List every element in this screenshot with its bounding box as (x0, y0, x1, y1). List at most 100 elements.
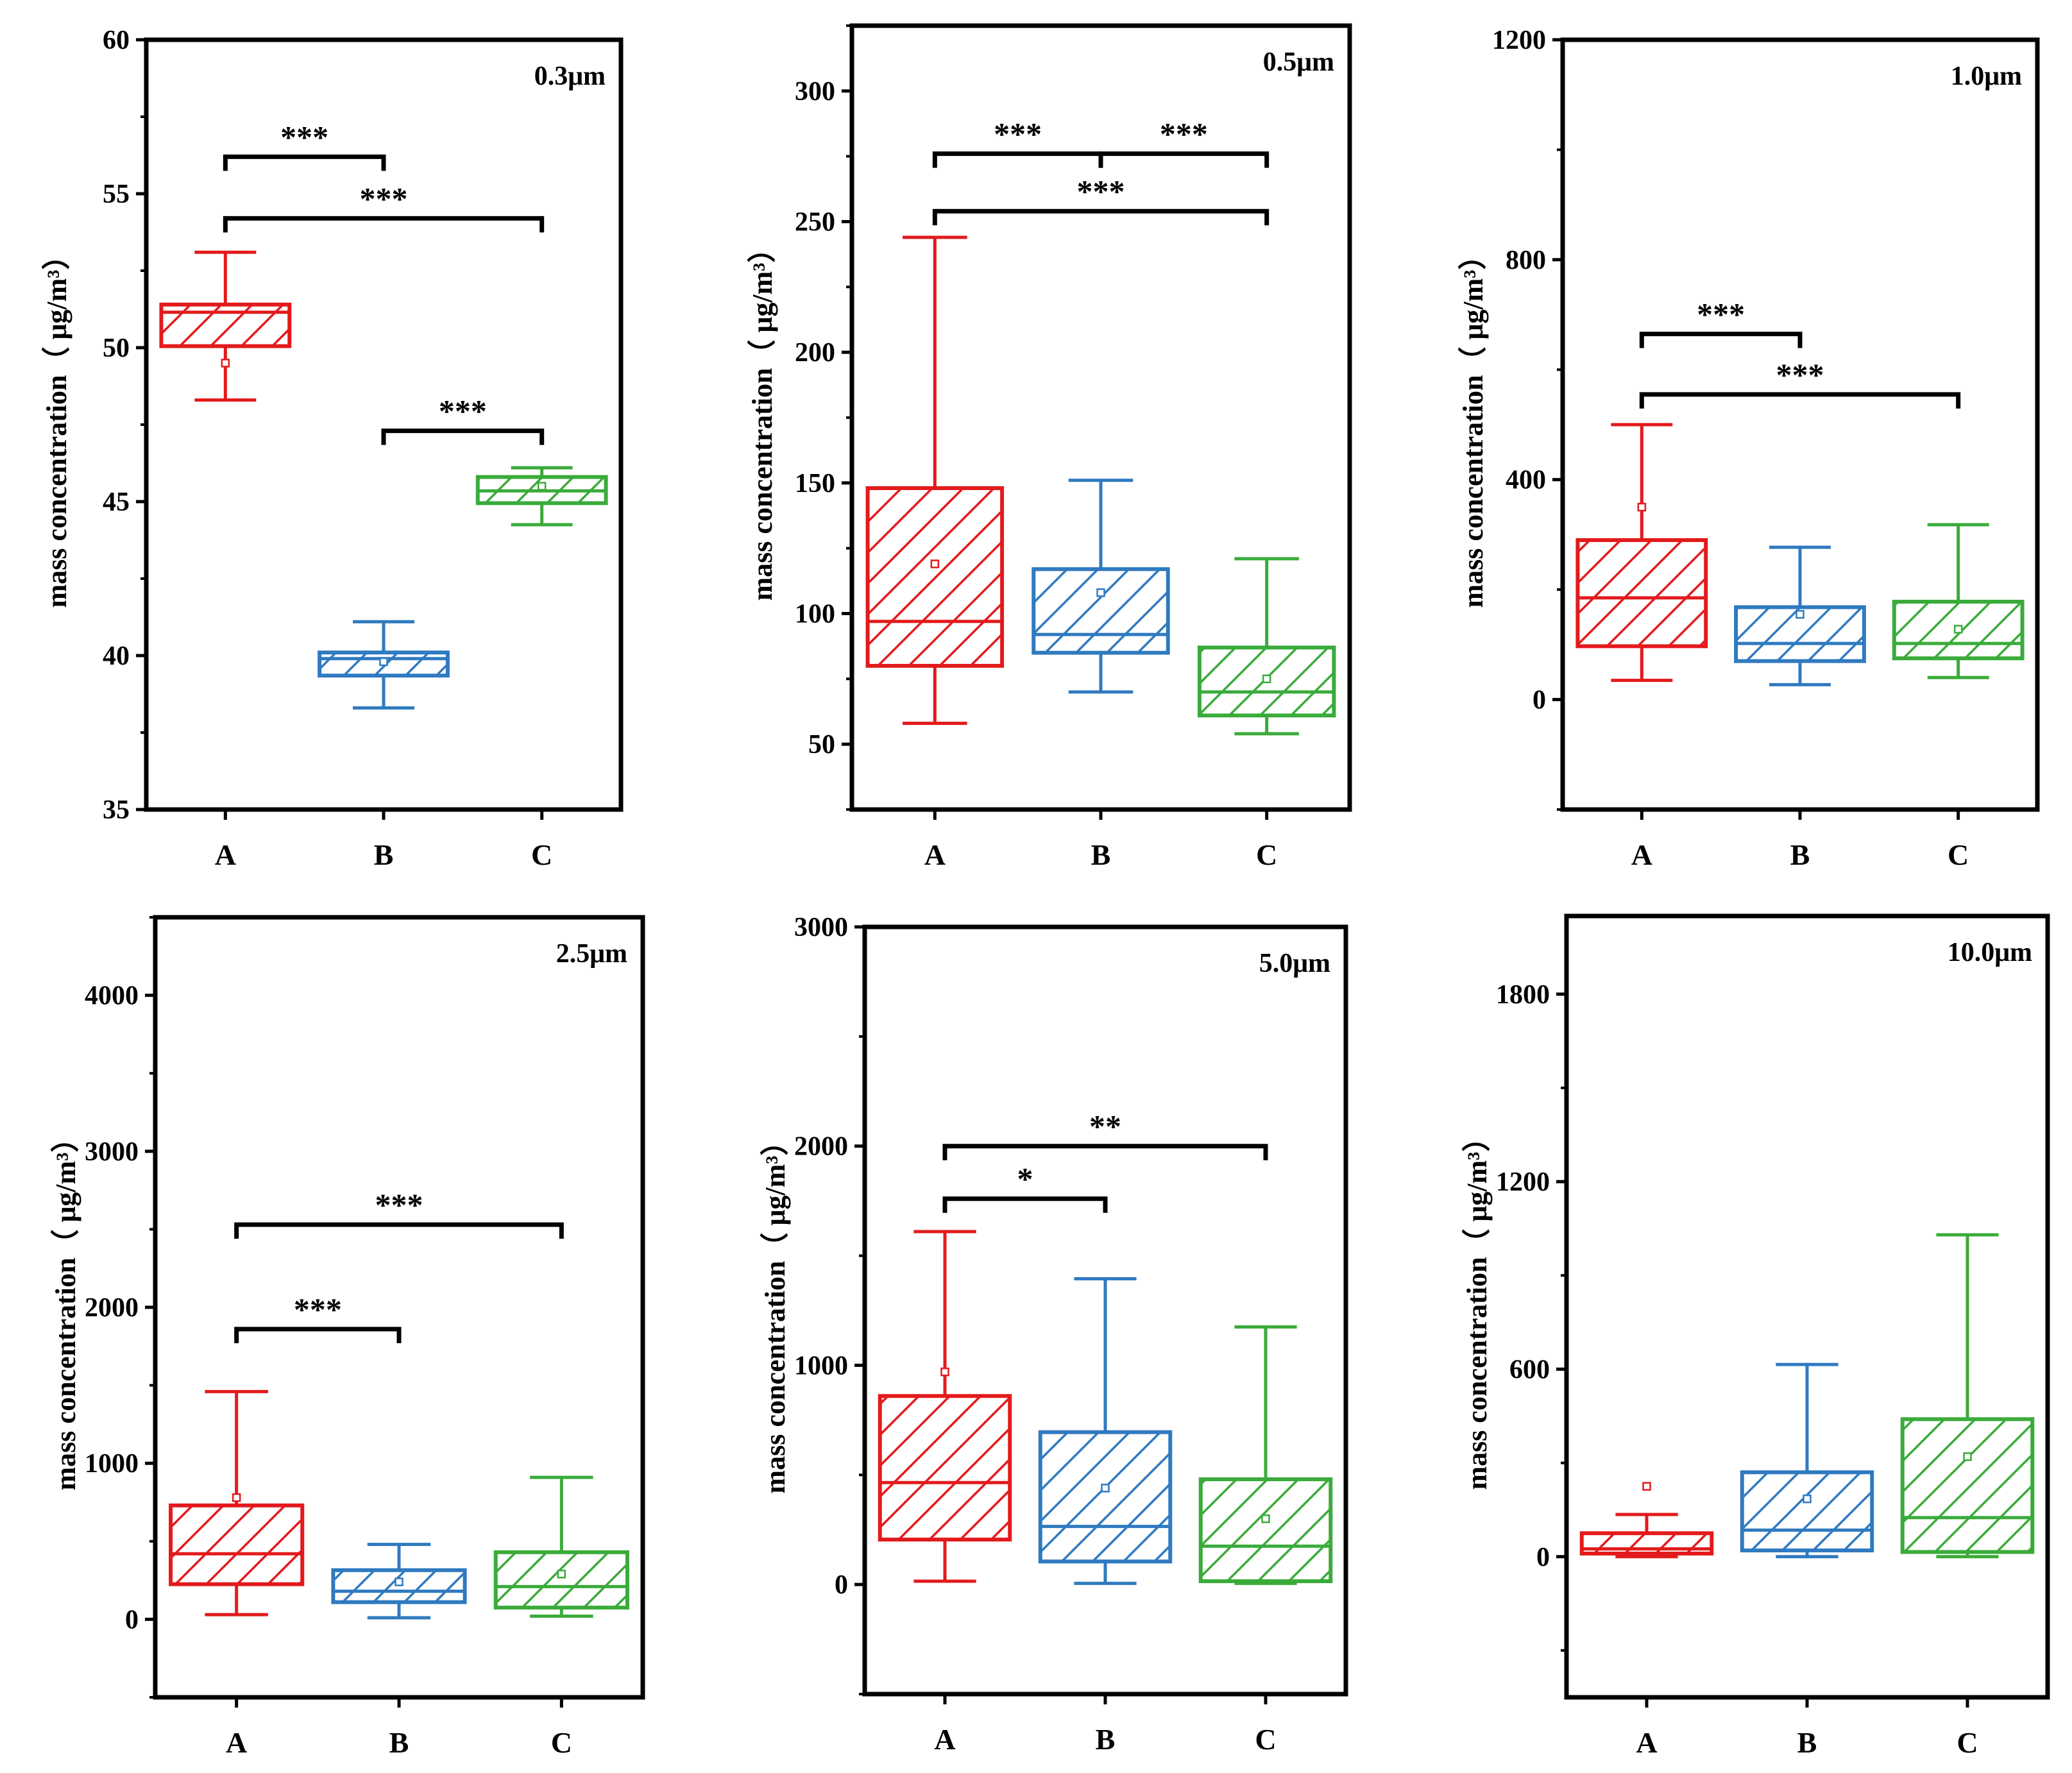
mean-marker (1796, 609, 1805, 619)
x-category-label: C (1255, 1723, 1276, 1756)
y-tick-label: 400 (1506, 466, 1546, 495)
mean-marker (557, 1570, 566, 1579)
significance-bracket: * (942, 1161, 1108, 1213)
box-B (1032, 479, 1170, 694)
significance-label: *** (994, 116, 1042, 152)
x-category-label: B (1790, 838, 1810, 871)
x-category-label: C (1256, 838, 1277, 871)
x-category-label: B (1091, 838, 1111, 871)
box-iqr (1032, 567, 1170, 655)
y-tick-label: 300 (795, 77, 835, 106)
y-tick-label: 0 (1533, 686, 1546, 715)
y-tick-label: 45 (103, 488, 130, 517)
y-tick-label: 250 (795, 208, 835, 237)
significance-label: ** (1089, 1108, 1121, 1144)
significance-bracket: *** (234, 1291, 402, 1344)
y-tick-label: 1000 (85, 1449, 139, 1479)
box-C (475, 466, 608, 527)
significance-bracket: *** (932, 116, 1103, 168)
mean-marker (1963, 1452, 1972, 1461)
x-category-label: C (551, 1726, 572, 1759)
box-iqr (1740, 1470, 1874, 1553)
x-category-label: C (531, 838, 552, 871)
box-A (1575, 423, 1708, 683)
mean-marker (537, 482, 547, 491)
significance-bracket: ** (942, 1108, 1268, 1160)
significance-label: *** (1160, 116, 1208, 152)
panel-size-label: 5.0μm (1259, 949, 1330, 978)
y-tick-label: 40 (103, 641, 130, 671)
box-iqr (1198, 1477, 1333, 1584)
y-axis-title: mass concentration（ μg/m³） (41, 242, 72, 608)
mean-marker (1953, 625, 1963, 634)
x-category-label: B (389, 1726, 409, 1759)
y-tick-label: 3000 (794, 913, 848, 942)
x-category-label: B (1797, 1726, 1817, 1759)
significance-label: *** (360, 180, 408, 216)
box-iqr (1579, 1531, 1714, 1556)
mean-marker (1642, 1482, 1651, 1491)
panel-size-label: 10.0μm (1948, 938, 2032, 967)
significance-bracket: *** (381, 393, 545, 445)
significance-label: *** (1697, 296, 1745, 332)
box-B (1734, 545, 1866, 686)
y-tick-label: 100 (795, 600, 835, 629)
mean-marker (1261, 1514, 1270, 1523)
y-tick-label: 200 (795, 338, 835, 368)
significance-bracket: *** (234, 1187, 564, 1239)
significance-label: * (1017, 1161, 1033, 1197)
y-tick-label: 60 (103, 26, 130, 55)
x-category-label: A (934, 1723, 955, 1756)
y-tick-label: 1200 (1496, 1167, 1550, 1197)
y-axis-title: mass concentration（ μg/m³） (747, 235, 778, 601)
box-iqr (878, 1394, 1012, 1542)
x-category-label: C (1957, 1726, 1978, 1759)
mean-marker (395, 1577, 403, 1586)
box-C (1198, 1325, 1333, 1585)
box-iqr (1038, 1430, 1173, 1564)
significance-bracket: *** (1639, 296, 1803, 348)
x-category-label: C (1948, 838, 1969, 871)
mean-marker (1101, 1484, 1110, 1493)
mean-marker (1262, 674, 1271, 684)
box-A (865, 235, 1005, 725)
box-C (493, 1475, 629, 1618)
box-C (1197, 557, 1336, 736)
y-axis-title: mass concentration（ μg/m³） (1457, 242, 1489, 608)
y-tick-label: 50 (808, 730, 835, 759)
box-A (878, 1230, 1012, 1583)
y-tick-label: 150 (795, 469, 835, 498)
significance-bracket: *** (1639, 357, 1961, 409)
mean-marker (221, 359, 230, 368)
y-tick-label: 2000 (794, 1132, 848, 1162)
y-tick-label: 1200 (1492, 26, 1546, 55)
mean-marker (379, 657, 388, 666)
box-A (1579, 1482, 1714, 1559)
y-tick-label: 4000 (85, 981, 139, 1011)
significance-label: *** (280, 119, 328, 155)
y-axis-title: mass concentration（ μg/m³） (760, 1128, 791, 1494)
x-category-label: A (1636, 1726, 1657, 1759)
box-A (159, 250, 292, 402)
mean-marker (930, 559, 940, 568)
x-category-label: B (1096, 1723, 1116, 1756)
y-tick-label: 0 (125, 1605, 139, 1634)
x-category-label: A (924, 838, 946, 871)
box-iqr (493, 1550, 629, 1610)
y-tick-label: 2000 (85, 1293, 139, 1323)
x-category-label: A (226, 1726, 247, 1759)
significance-bracket: *** (932, 173, 1270, 226)
mean-marker (940, 1367, 949, 1377)
significance-label: *** (1077, 173, 1125, 209)
significance-label: *** (294, 1291, 342, 1327)
box-C (1892, 523, 2025, 679)
y-tick-label: 50 (103, 334, 130, 363)
x-category-label: B (374, 838, 394, 871)
